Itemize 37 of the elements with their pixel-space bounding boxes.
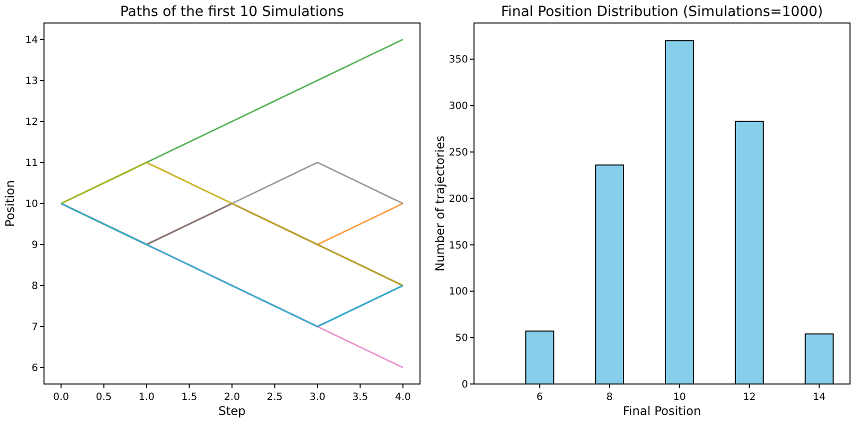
x-tick-label: 2.0 [224, 392, 240, 403]
y-tick-label: 150 [448, 240, 468, 252]
x-tick-label: 14 [812, 392, 826, 403]
x-tick-label: 3.5 [352, 392, 368, 403]
y-axis-title: Position [3, 180, 17, 227]
x-tick-label: 0.0 [53, 392, 70, 403]
y-tick-label: 6 [32, 363, 38, 374]
x-tick-label: 2.5 [266, 392, 283, 403]
y-tick-label: 300 [448, 101, 468, 112]
y-tick-label: 10 [25, 199, 38, 210]
y-tick-label: 11 [25, 158, 38, 169]
y-tick-label: 200 [448, 194, 468, 205]
y-tick-label: 350 [448, 54, 468, 66]
x-tick-label: 1.5 [181, 392, 198, 403]
y-tick-label: 50 [455, 333, 468, 344]
x-tick-label: 8 [606, 392, 613, 403]
y-axis-title: Number of trajectories [433, 136, 447, 272]
x-tick-label: 10 [673, 392, 686, 403]
y-tick-label: 7 [32, 322, 38, 334]
y-tick-label: 100 [448, 286, 468, 298]
y-tick-label: 250 [448, 147, 468, 158]
x-tick-label: 6 [536, 392, 543, 403]
x-axis-title: Step [218, 404, 246, 418]
y-tick-label: 9 [32, 240, 38, 252]
chart-title: Paths of the first 10 Simulations [120, 4, 344, 20]
x-tick-label: 0.5 [96, 392, 112, 403]
x-tick-label: 3.0 [310, 392, 326, 403]
y-tick-label: 8 [32, 281, 38, 292]
x-axis-title: Final Position [622, 404, 702, 418]
y-tick-label: 0 [462, 380, 468, 390]
y-tick-label: 12 [25, 116, 38, 128]
x-tick-label: 12 [742, 392, 756, 403]
chart-title: Final Position Distribution (Simulations=1000) [501, 4, 823, 20]
y-tick-label: 14 [25, 34, 38, 46]
x-tick-label: 1.0 [138, 392, 154, 403]
x-tick-label: 4.0 [394, 392, 411, 403]
y-tick-label: 13 [25, 76, 38, 87]
